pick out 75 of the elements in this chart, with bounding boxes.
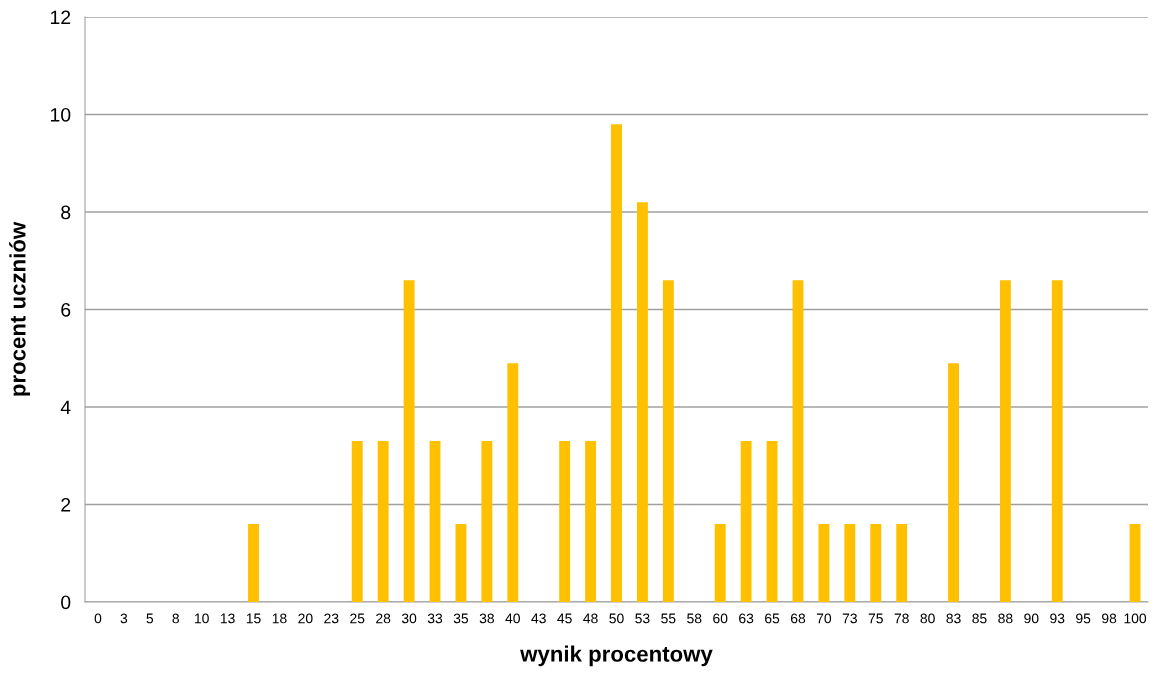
bar (870, 524, 882, 602)
x-tick-label: 83 (946, 613, 961, 624)
x-tick-label: 43 (531, 613, 546, 624)
x-tick-label: 73 (842, 613, 857, 624)
bar (948, 363, 959, 602)
y-tick-label: 6 (61, 302, 71, 317)
x-tick-label: 53 (635, 613, 650, 624)
bar (844, 524, 856, 602)
x-tick-label: 3 (120, 613, 128, 624)
x-tick-label: 95 (1076, 613, 1091, 624)
x-tick-label: 100 (1124, 613, 1147, 624)
bar (481, 441, 493, 602)
y-tick-label: 12 (50, 10, 71, 25)
x-tick-label: 80 (920, 613, 935, 624)
x-tick-label: 75 (868, 613, 883, 624)
x-tick-label: 48 (583, 613, 598, 624)
bar (999, 280, 1011, 602)
y-tick-label: 10 (50, 107, 71, 122)
bar (792, 280, 804, 602)
x-tick-label: 98 (1102, 613, 1117, 624)
x-tick-label: 60 (713, 613, 728, 624)
x-tick-label: 5 (146, 613, 154, 624)
x-tick-label: 70 (816, 613, 832, 624)
bar (611, 124, 622, 602)
bar (636, 202, 648, 602)
bar (507, 363, 519, 602)
bar (429, 441, 441, 602)
bar (403, 280, 415, 602)
bar (818, 524, 830, 602)
y-tick-label: 0 (61, 595, 71, 610)
x-tick-label: 55 (661, 613, 676, 624)
bar (740, 441, 752, 602)
y-tick-label: 4 (60, 400, 71, 415)
bar (351, 441, 363, 602)
bar (766, 441, 778, 602)
bar (455, 524, 467, 602)
x-tick-label: 23 (324, 613, 339, 624)
x-axis-title: wynik procentowy (520, 645, 713, 667)
x-tick-label: 58 (687, 613, 702, 624)
x-tick-label: 63 (739, 613, 754, 624)
bar (248, 524, 259, 602)
bar (896, 524, 908, 602)
x-tick-label: 18 (272, 613, 287, 624)
bar (559, 441, 571, 602)
y-axis-title: procent uczniów (9, 221, 31, 396)
x-tick-label: 45 (557, 613, 572, 624)
x-tick-label: 8 (172, 613, 179, 624)
x-tick-label: 33 (427, 613, 443, 624)
x-tick-label: 90 (1024, 613, 1039, 624)
x-tick-label: 68 (790, 613, 806, 624)
x-tick-label: 0 (94, 613, 102, 624)
x-tick-label: 88 (998, 613, 1013, 624)
x-tick-label: 20 (298, 613, 313, 624)
x-tick-label: 15 (246, 613, 261, 624)
x-tick-label: 35 (453, 613, 469, 624)
x-tick-label: 28 (376, 613, 391, 624)
x-tick-label: 93 (1050, 613, 1065, 624)
x-tick-label: 50 (609, 613, 624, 624)
x-tick-label: 78 (894, 613, 909, 624)
x-tick-label: 30 (401, 613, 417, 624)
bar (714, 524, 726, 602)
bar (1051, 280, 1063, 602)
bar (377, 441, 389, 602)
x-tick-label: 85 (972, 613, 987, 624)
x-tick-label: 65 (765, 613, 780, 624)
bar (662, 280, 674, 602)
x-tick-label: 25 (350, 613, 365, 624)
bar (1129, 524, 1141, 602)
y-tick-label: 2 (61, 497, 71, 512)
x-tick-label: 10 (195, 613, 209, 624)
y-tick-label: 8 (61, 205, 71, 220)
bar (585, 441, 597, 602)
x-tick-label: 38 (479, 613, 494, 624)
x-tick-label: 13 (220, 613, 235, 624)
x-tick-label: 40 (505, 613, 520, 624)
